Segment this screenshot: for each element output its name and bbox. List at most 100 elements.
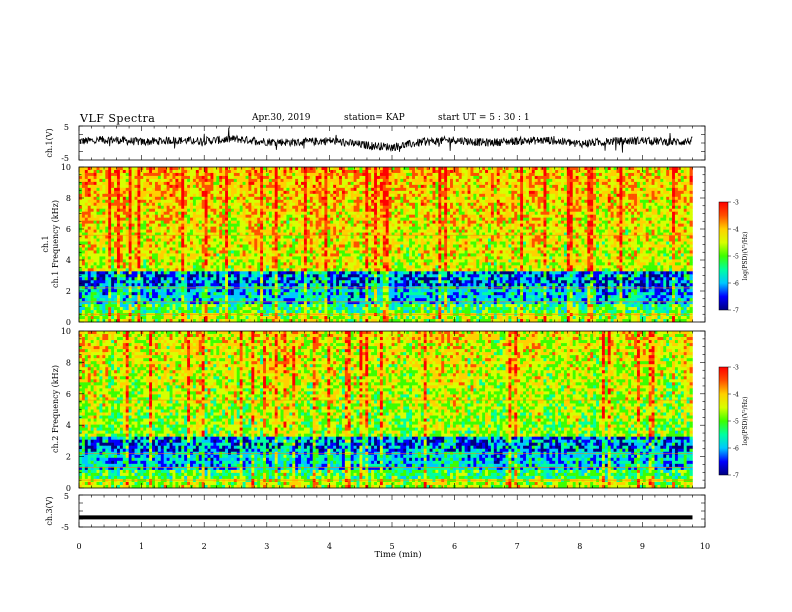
spectrogram-cell (447, 220, 451, 224)
spectrogram-cell (263, 196, 267, 201)
spectrogram-cell (260, 202, 264, 207)
spectrogram-cell (525, 175, 530, 180)
spectrogram-cell (511, 196, 515, 201)
spectrogram-cell (581, 208, 585, 213)
spectrogram-cell (213, 229, 217, 233)
spectrogram-cell (511, 169, 515, 174)
spectrogram-cell (362, 214, 366, 218)
spectrogram-cell (283, 220, 287, 224)
spectrogram-cell (368, 175, 372, 180)
spectrogram-cell (385, 184, 389, 189)
spectrogram-cell (119, 229, 124, 233)
spectrogram-cell (590, 214, 594, 218)
spectrogram-cell (517, 184, 521, 189)
spectrogram-cell (81, 235, 86, 239)
spectrogram-cell (619, 220, 623, 224)
spectrogram-cell (260, 208, 264, 213)
spectrogram-cell (607, 172, 611, 177)
spectrogram-cell (674, 226, 679, 230)
spectrogram-cell (523, 226, 527, 230)
spectrogram-cell (435, 205, 439, 210)
spectrogram-cell (631, 214, 635, 218)
spectrogram-cell (336, 167, 340, 171)
spectrogram-cell (187, 175, 191, 180)
spectrogram-cell (99, 199, 103, 204)
spectrogram-cell (479, 211, 483, 215)
spectrogram-cell (359, 190, 363, 195)
spectrogram-cell (517, 202, 521, 207)
spectrogram-cell (292, 169, 296, 174)
spectrogram-cell (651, 205, 655, 210)
spectrogram-cell (604, 214, 609, 218)
spectrogram-cell (546, 199, 550, 204)
spectrogram-cell (289, 184, 293, 189)
spectrogram-cell (537, 232, 541, 236)
spectrogram-cell (511, 220, 515, 224)
spectrogram-cell (116, 181, 121, 186)
spectrogram-cell (429, 178, 433, 183)
spectrogram-cell (528, 175, 533, 180)
spectrogram-cell (397, 181, 401, 186)
spectrogram-cell (601, 202, 606, 207)
spectrogram-cell (271, 211, 276, 215)
spectrogram-cell (444, 214, 448, 218)
spectrogram-cell (382, 220, 387, 224)
spectrogram-cell (353, 181, 357, 186)
spectrogram-cell (397, 211, 401, 215)
spectrogram-cell (143, 205, 147, 210)
spectrogram-cell (628, 208, 632, 213)
spectrogram-cell (81, 211, 86, 215)
spectrogram-cell (555, 211, 559, 215)
spectrogram-cell (79, 208, 83, 213)
spectrogram-cell (198, 169, 202, 174)
spectrogram-cell (648, 217, 652, 221)
spectrogram-cell (590, 199, 594, 204)
spectrogram-cell (508, 211, 512, 215)
spectrogram-cell (330, 205, 334, 210)
spectrogram-cell (359, 178, 363, 183)
spectrogram-cell (125, 208, 129, 213)
spectrogram-cell (385, 199, 389, 204)
spectrogram-cell (674, 181, 679, 186)
spectrogram-cell (268, 217, 273, 221)
spectrogram-cell (534, 187, 538, 192)
spectrogram-cell (432, 167, 436, 171)
spectrogram-cell (473, 196, 477, 201)
spectrogram-cell (412, 226, 416, 230)
spectrogram-cell (353, 220, 357, 224)
spectrogram-cell (280, 220, 284, 224)
spectrogram-cell (601, 211, 606, 215)
spectrogram-cell (365, 175, 369, 180)
spectrogram-cell (660, 202, 664, 207)
spectrogram-cell (99, 202, 103, 207)
spectrogram-cell (397, 199, 401, 204)
spectrogram-cell (309, 175, 314, 180)
spectrogram-cell (172, 169, 176, 174)
spectrogram-cell (324, 214, 328, 218)
spectrogram-cell (552, 175, 556, 180)
spectrogram-cell (309, 196, 314, 201)
spectrogram-cell (301, 217, 305, 221)
spectrogram-cell (447, 178, 451, 183)
spectrogram-cell (666, 208, 670, 213)
spectrogram-cell (257, 169, 261, 174)
spectrogram-cell (452, 199, 457, 204)
spectrogram-cell (409, 214, 413, 218)
spectrogram-cell (201, 205, 205, 210)
spectrogram-cell (470, 175, 474, 180)
spectrogram-cell (268, 196, 273, 201)
spectrogram-cell (376, 226, 381, 230)
spectrogram-cell (344, 229, 349, 233)
spectrogram-cell (216, 220, 220, 224)
spectrogram-cell (175, 169, 179, 174)
spectrogram-cell (175, 229, 179, 233)
spectrogram-cell (447, 205, 451, 210)
spectrogram-cell (593, 187, 597, 192)
spectrogram-cell (455, 199, 460, 204)
spectrogram-cell (353, 223, 357, 227)
spectrogram-cell (283, 175, 287, 180)
spectrogram-cell (444, 208, 448, 213)
spectrogram-cell (412, 223, 416, 227)
spectrogram-cell (99, 181, 103, 186)
spectrogram-cell (190, 220, 194, 224)
